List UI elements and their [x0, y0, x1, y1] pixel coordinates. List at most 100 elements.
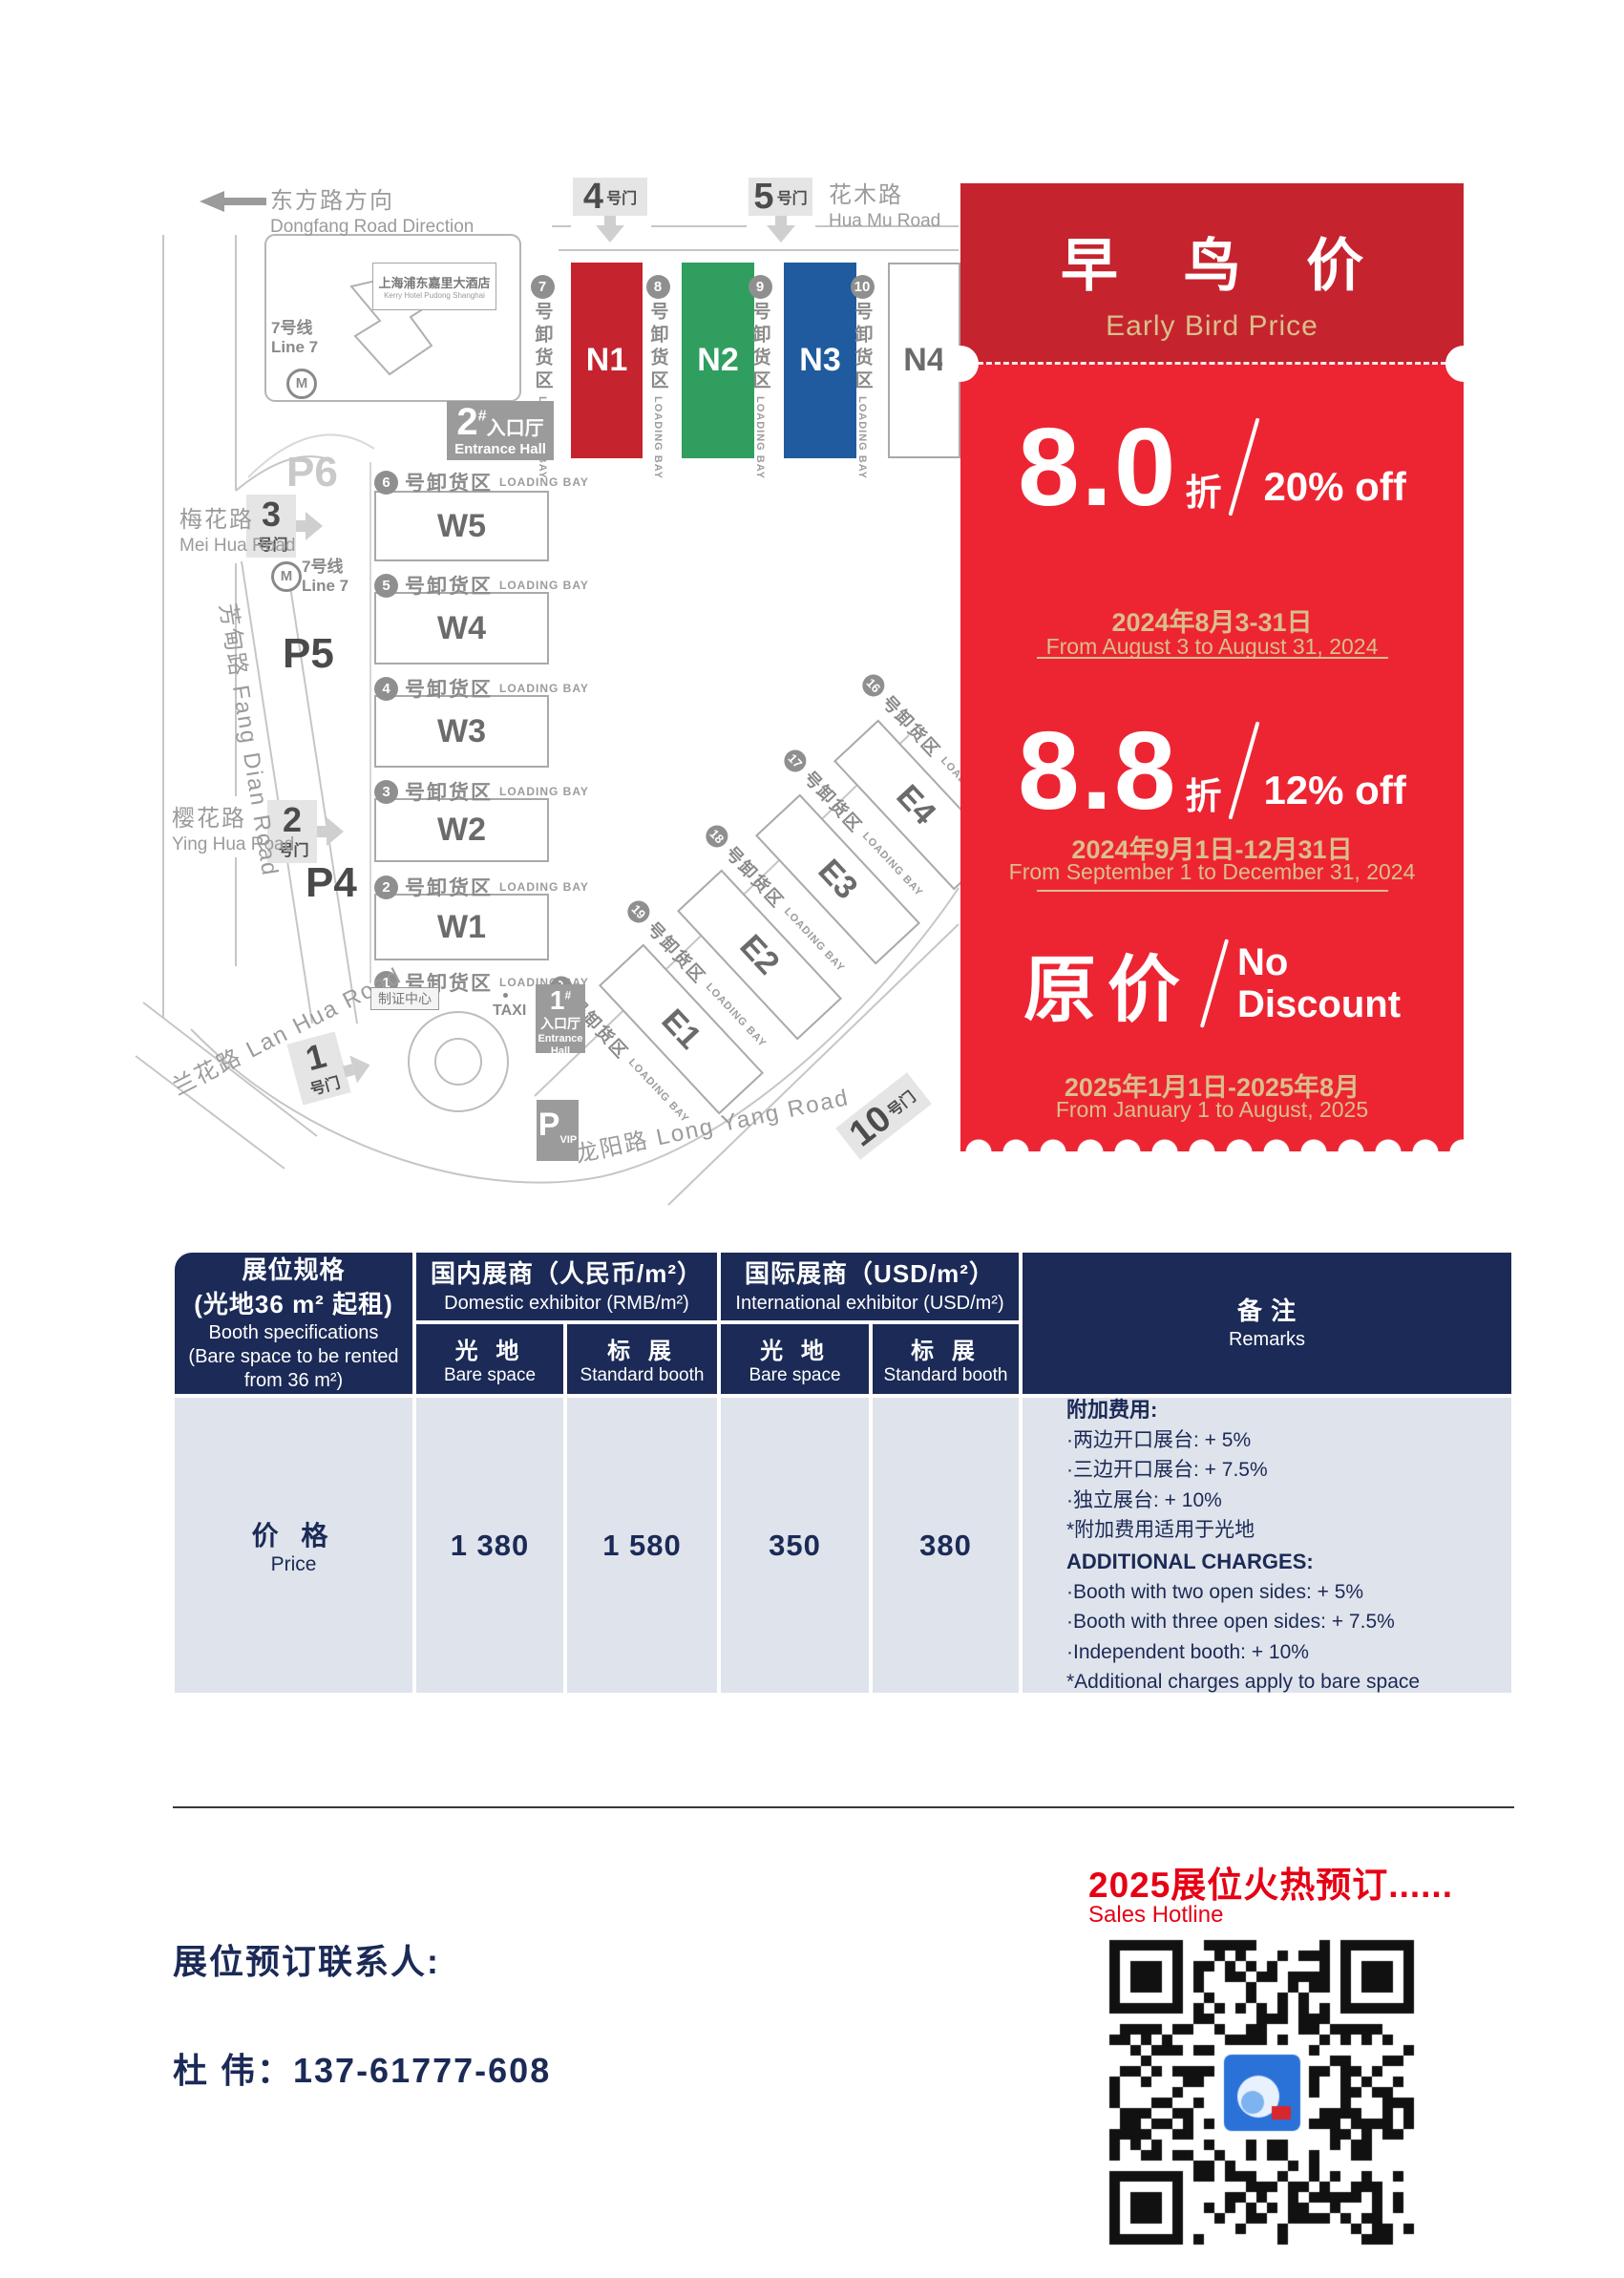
table-header-remarks: 备 注 Remarks	[1021, 1251, 1513, 1396]
road-label-huamu: 花木路 Hua Mu Road	[829, 181, 940, 233]
loading-bay-3: 3 号卸货区 LOADING BAY	[374, 777, 589, 806]
original-price-label: 原价	[1023, 950, 1192, 1031]
entrance2-badge: 2#入口厅 Entrance Hall	[447, 401, 554, 460]
remarks-line: *附加费用适用于光地	[1066, 1519, 1255, 1541]
deal1-date-cjk: 2024年8月3-31日	[1111, 608, 1313, 637]
loading-bay-6: 6 号卸货区 LOADING BAY	[374, 468, 589, 496]
gate-number: 3	[261, 495, 282, 534]
hall-W1: W1	[374, 894, 549, 960]
subheader-domestic-bare: 光 地 Bare space	[414, 1322, 565, 1396]
sub-std-en: Standard booth	[580, 1365, 705, 1385]
gate-number: 1	[301, 1035, 330, 1079]
slash-icon	[1199, 939, 1230, 1028]
international-en: International exhibitor (USD/m²)	[735, 1292, 1004, 1314]
spec-title-en: Booth specifications	[208, 1321, 379, 1343]
wechat-qr-code	[1108, 1939, 1416, 2246]
table-header-international: 国际展商（USD/m²） International exhibitor (US…	[719, 1251, 1021, 1322]
coupon-header: 早 鸟 价 Early Bird Price	[960, 183, 1464, 364]
price-row-label: 价 格 Price	[173, 1396, 414, 1695]
bay-number: 2	[374, 875, 398, 899]
no-discount-line2: Discount	[1236, 983, 1402, 1025]
slash-icon	[1228, 721, 1260, 820]
road-name-en: Mei Hua Road	[179, 536, 296, 556]
sub-bare-en: Bare space	[443, 1365, 537, 1385]
bay-number: 6	[374, 470, 398, 495]
spec-title-cjk2: (光地36 m² 起租)	[194, 1289, 393, 1318]
price-value-domestic-std: 1 580	[565, 1396, 719, 1695]
road-name-cjk: 梅花路	[179, 507, 254, 533]
venue-map: N1 N2 N3 N4 W5 W4 W3 W2 W1 E1 E2 E3 E4 6 号卸货区 LOADING B…	[168, 177, 1003, 1168]
remarks-line: ·独立展台: + 10%	[1066, 1488, 1222, 1511]
gate-10: 10 号门	[835, 1072, 932, 1160]
parking-P6: P6	[286, 449, 338, 496]
taxi-dot	[503, 993, 508, 998]
spec-title-cjk: 展位规格	[242, 1255, 346, 1285]
value-1380: 1 380	[450, 1528, 530, 1562]
subheader-intl-bare: 光 地 Bare space	[719, 1322, 871, 1396]
metro-line-cjk: 7号线	[302, 558, 344, 576]
coupon-title: 早 鸟 价	[1060, 234, 1389, 298]
road-name-en: Hua Mu Road	[829, 211, 941, 231]
bay-label-en: LOADING BAY	[754, 396, 766, 479]
price-en: Price	[270, 1552, 317, 1575]
gate-4-arrow-icon	[596, 216, 624, 243]
gate-4: 4 号门	[573, 178, 647, 216]
bay-number: 3	[374, 779, 398, 804]
gate-number: 5	[753, 177, 774, 217]
gate-label: 号门	[776, 191, 808, 207]
bay-label-cjk: 号卸货区	[405, 576, 493, 598]
loading-bay-9: 9 号卸货区 LOADING BAY	[746, 275, 774, 479]
hall-W5: W5	[374, 491, 549, 561]
bay-label-cjk: 号卸货区	[852, 302, 873, 393]
contact-phone: 杜 伟：137-61777-608	[173, 2051, 552, 2090]
hall-W2: W2	[374, 798, 549, 862]
remarks-line: ·Independent booth: + 10%	[1066, 1640, 1309, 1663]
sub-bare-en: Bare space	[749, 1365, 841, 1385]
gate-2: 2 号门	[267, 800, 317, 863]
value-1580: 1 580	[602, 1528, 682, 1562]
bay-label-cjk: 号卸货区	[647, 302, 668, 393]
bay-label-cjk: 号卸货区	[405, 877, 493, 899]
bay-label-en: LOADING BAY	[856, 396, 868, 479]
bay-number: 8	[645, 275, 670, 299]
gate-2-arrow-icon	[317, 817, 344, 846]
bay-number: 10	[850, 275, 875, 299]
remarks-line: ADDITIONAL CHARGES:	[1066, 1549, 1314, 1573]
metro-line-en: Line 7	[271, 338, 319, 357]
deal-row-2: 8.8 折 12% off	[960, 714, 1464, 827]
price-value-domestic-bare: 1 380	[414, 1396, 565, 1695]
hall-N3: N3	[784, 263, 856, 458]
gold-divider-2	[1037, 890, 1388, 892]
loading-bay-10: 10 号卸货区 LOADING BAY	[848, 275, 876, 479]
parking-P5: P5	[283, 630, 334, 677]
remarks-line: ·三边开口展台: + 7.5%	[1066, 1459, 1268, 1481]
table-header-spec: 展位规格 (光地36 m² 起租) Booth specifications (…	[173, 1251, 414, 1396]
bay-number: 18	[701, 820, 733, 852]
deal2-date-en: From September 1 to December 31, 2024	[1008, 859, 1416, 884]
deal-row-original: 原价 No Discount	[960, 926, 1464, 1041]
table-header-domestic: 国内展商（人民币/m²） Domestic exhibitor (RMB/m²)	[414, 1251, 719, 1322]
bay-label-en: LOADING BAY	[499, 475, 589, 489]
road-name-cjk: 兰花路 Lan Hua Road	[168, 962, 407, 1101]
deal2-date-cjk: 2024年9月1日-12月31日	[1071, 835, 1353, 864]
deal-row-1: 8.0 折 20% off	[960, 411, 1464, 523]
kerry-hotel-label: 上海浦东嘉里大酒店 Kerry Hotel Pudong Shanghai	[372, 263, 496, 310]
contact-label: 展位预订联系人:	[173, 1942, 440, 1981]
bay-label-cjk: 号卸货区	[405, 473, 493, 495]
remarks-cjk: 备 注	[1236, 1296, 1297, 1325]
bay-number: 19	[622, 896, 655, 927]
taxi-label: TAXI	[493, 1002, 527, 1019]
road-label-meihua: 梅花路 Mei Hua Road	[179, 506, 295, 558]
entrance1-badge: 1# 入口厅 Entrance Hall	[536, 984, 585, 1057]
sub-std-cjk: 标 展	[911, 1339, 981, 1364]
footer-divider	[173, 1806, 1514, 1808]
metro-icon: M	[271, 561, 302, 592]
spec-title-en2: (Bare space to be rented from 36 m²)	[188, 1345, 399, 1391]
deal1-zhe: 折	[1185, 474, 1222, 514]
deal1-value: 8.0	[1018, 404, 1178, 529]
bay-label-en: LOADING BAY	[499, 785, 589, 798]
original-date-en: From January 1 to August, 2025	[1055, 1097, 1369, 1122]
metro-line7-label: 7号线 Line 7	[271, 319, 318, 358]
hall-N1: N1	[571, 263, 643, 458]
bay-label-cjk: 号卸货区	[749, 302, 770, 393]
